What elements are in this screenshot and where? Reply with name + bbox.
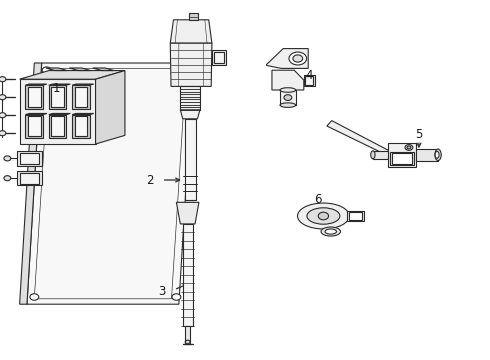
- Bar: [388, 143, 416, 167]
- Polygon shape: [272, 70, 304, 90]
- Bar: [20, 153, 39, 164]
- Text: 5: 5: [415, 129, 423, 141]
- Bar: [347, 211, 364, 221]
- Polygon shape: [171, 43, 212, 86]
- Ellipse shape: [435, 151, 439, 158]
- Bar: [416, 149, 438, 161]
- Bar: [182, 202, 194, 218]
- Circle shape: [293, 55, 303, 62]
- Circle shape: [0, 95, 6, 100]
- Circle shape: [289, 52, 307, 65]
- Polygon shape: [70, 68, 91, 71]
- Bar: [392, 153, 412, 164]
- Circle shape: [407, 146, 411, 149]
- Circle shape: [4, 176, 11, 181]
- Bar: [214, 52, 223, 63]
- Bar: [305, 76, 313, 85]
- Polygon shape: [20, 79, 96, 144]
- Text: 6: 6: [314, 193, 321, 206]
- Polygon shape: [72, 113, 94, 114]
- Bar: [74, 87, 87, 107]
- Polygon shape: [49, 84, 71, 85]
- Polygon shape: [25, 113, 47, 114]
- Polygon shape: [93, 68, 114, 71]
- Text: 2: 2: [146, 174, 153, 186]
- Polygon shape: [180, 86, 200, 110]
- Ellipse shape: [325, 229, 337, 234]
- Text: 4: 4: [305, 69, 313, 82]
- Bar: [390, 152, 414, 165]
- Polygon shape: [72, 84, 94, 85]
- Circle shape: [4, 156, 11, 161]
- Circle shape: [0, 131, 6, 136]
- Bar: [20, 173, 39, 184]
- Bar: [185, 119, 196, 200]
- Text: 1: 1: [52, 82, 60, 95]
- Polygon shape: [49, 113, 71, 114]
- Polygon shape: [267, 49, 308, 68]
- Bar: [17, 171, 42, 185]
- Bar: [72, 114, 90, 138]
- Polygon shape: [171, 20, 212, 43]
- Circle shape: [185, 340, 190, 344]
- Bar: [304, 75, 315, 86]
- Bar: [49, 85, 67, 109]
- Polygon shape: [180, 110, 200, 119]
- Bar: [51, 87, 64, 107]
- Polygon shape: [96, 71, 125, 144]
- Bar: [349, 212, 362, 220]
- Ellipse shape: [307, 208, 340, 224]
- Bar: [49, 114, 67, 138]
- Circle shape: [30, 294, 39, 300]
- Bar: [28, 87, 41, 107]
- Bar: [212, 50, 225, 65]
- Bar: [373, 151, 388, 159]
- Bar: [25, 114, 43, 138]
- Bar: [28, 116, 41, 136]
- Ellipse shape: [297, 203, 349, 229]
- Polygon shape: [20, 63, 42, 304]
- Ellipse shape: [321, 227, 341, 236]
- Bar: [17, 151, 42, 166]
- Circle shape: [405, 145, 413, 150]
- Bar: [72, 85, 90, 109]
- Circle shape: [284, 95, 292, 100]
- Ellipse shape: [371, 151, 375, 159]
- Ellipse shape: [280, 88, 295, 92]
- Polygon shape: [27, 63, 194, 304]
- Circle shape: [42, 67, 51, 73]
- Ellipse shape: [280, 103, 295, 107]
- Polygon shape: [20, 71, 125, 79]
- Text: 3: 3: [158, 285, 166, 298]
- Circle shape: [0, 77, 6, 82]
- Polygon shape: [327, 121, 393, 158]
- Bar: [185, 326, 190, 344]
- Polygon shape: [25, 84, 47, 85]
- Bar: [74, 116, 87, 136]
- Polygon shape: [176, 202, 199, 224]
- Circle shape: [318, 212, 329, 220]
- Bar: [51, 116, 64, 136]
- Bar: [183, 224, 193, 326]
- Circle shape: [187, 67, 196, 73]
- Bar: [280, 90, 295, 105]
- Polygon shape: [46, 68, 67, 71]
- Ellipse shape: [435, 149, 441, 161]
- Bar: [189, 13, 198, 20]
- Circle shape: [172, 294, 181, 300]
- Circle shape: [0, 113, 6, 118]
- Bar: [25, 85, 43, 109]
